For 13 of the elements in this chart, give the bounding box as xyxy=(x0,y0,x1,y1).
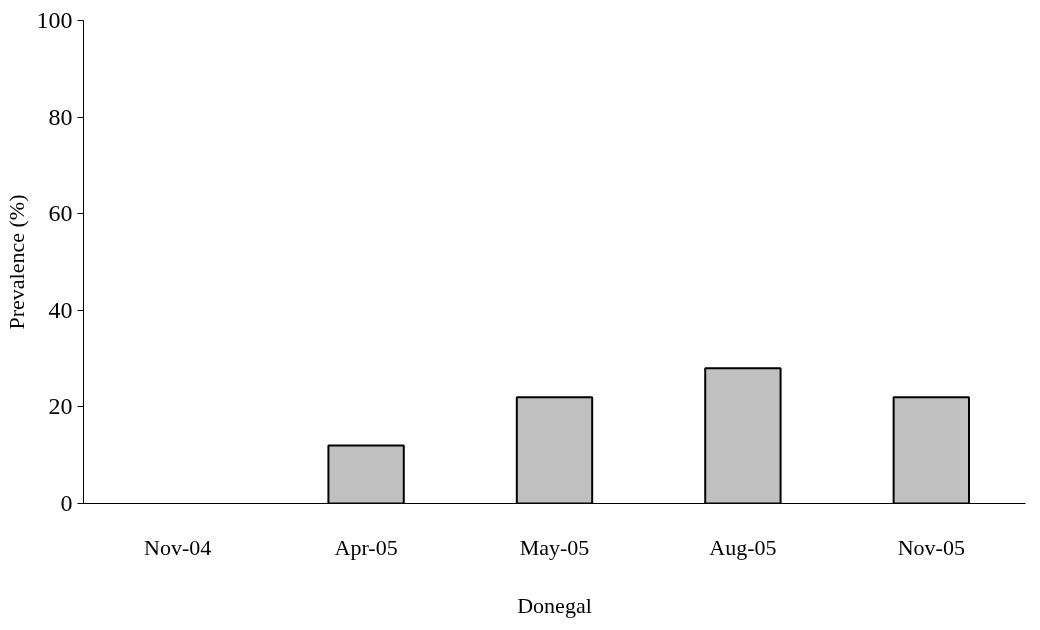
x-tick-label: Nov-04 xyxy=(144,534,212,560)
y-tick-label: 20 xyxy=(48,393,73,420)
y-tick-label: 100 xyxy=(36,7,73,33)
y-axis-title: Prevalence (%) xyxy=(3,194,29,330)
y-tick-label: 0 xyxy=(60,490,73,516)
y-tick-label: 40 xyxy=(48,296,73,323)
y-tick-label: 80 xyxy=(48,103,73,130)
x-tick-label: May-05 xyxy=(519,534,590,560)
x-axis-title: Donegal xyxy=(517,592,592,618)
x-tick-label: Nov-05 xyxy=(897,534,965,560)
x-tick-label: Aug-05 xyxy=(709,534,777,560)
x-tick-label: Apr-05 xyxy=(334,534,398,560)
y-tick-label: 60 xyxy=(48,200,73,227)
